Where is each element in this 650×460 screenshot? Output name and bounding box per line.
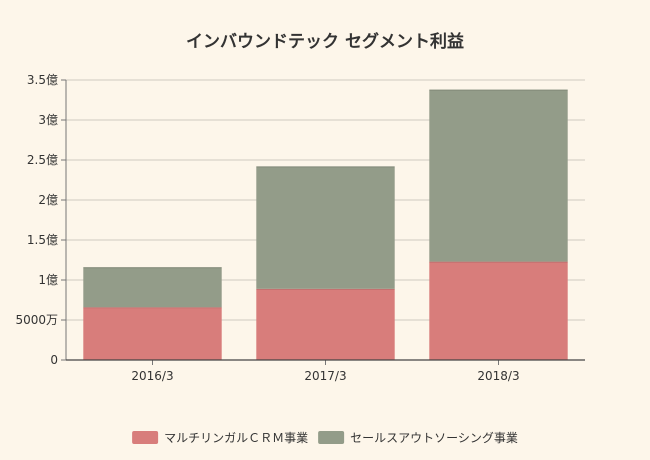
x-axis: 2016/3 2017/3 2018/3	[65, 80, 585, 383]
bar-segment	[256, 166, 395, 289]
x-tick-label: 2017/3	[304, 369, 346, 383]
bar-segment	[83, 307, 222, 360]
bar-segment	[256, 288, 395, 360]
x-tick-label: 2018/3	[477, 369, 519, 383]
y-tick-label: 1億	[38, 273, 58, 287]
legend: マルチリンガルＣＲＭ事業 セールスアウトソーシング事業	[132, 431, 518, 445]
legend-label: マルチリンガルＣＲＭ事業	[164, 431, 308, 445]
x-tick-label: 2016/3	[131, 369, 173, 383]
y-tick-label: 3億	[38, 113, 58, 127]
y-tick-label: 3.5億	[27, 73, 58, 87]
y-tick-label: 1.5億	[27, 233, 58, 247]
y-axis: 0 5000万 1億 1.5億 2億 2.5億 3億 3.5億	[15, 73, 66, 367]
chart-title: インバウンドテック セグメント利益	[186, 31, 464, 52]
bar-segment	[429, 261, 568, 360]
legend-swatch	[132, 431, 159, 444]
bars	[83, 89, 568, 360]
legend-swatch	[318, 431, 345, 444]
y-tick-label: 2.5億	[27, 153, 58, 167]
y-tick-label: 5000万	[15, 313, 58, 327]
bar-segment	[83, 267, 222, 308]
legend-item[interactable]: マルチリンガルＣＲＭ事業	[132, 431, 308, 445]
legend-label: セールスアウトソーシング事業	[350, 431, 518, 445]
bar-segment	[429, 89, 568, 262]
y-tick-label: 0	[50, 353, 58, 367]
y-tick-label: 2億	[38, 193, 58, 207]
legend-item[interactable]: セールスアウトソーシング事業	[318, 431, 518, 445]
